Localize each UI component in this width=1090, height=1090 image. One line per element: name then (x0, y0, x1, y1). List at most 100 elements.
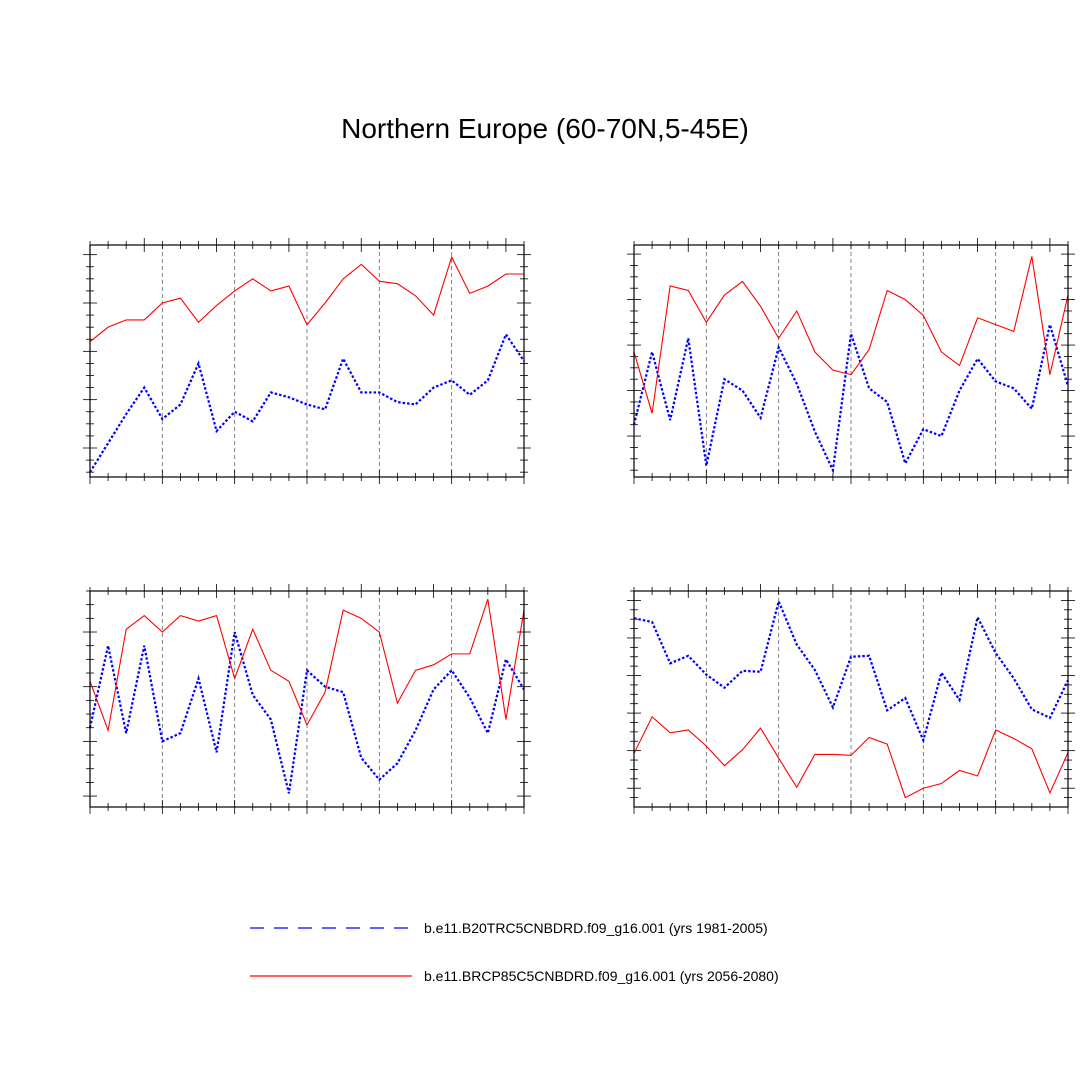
data-point-prec-future-16 (922, 314, 924, 316)
data-point-prec-hist-10 (814, 430, 816, 432)
data-point-tsa-hist-1 (107, 442, 109, 444)
data-point-snowdp-future-13 (868, 736, 870, 738)
data-point-tsa-hist-21 (469, 394, 471, 396)
data-point-tsa-future-16 (378, 280, 380, 282)
data-point-snowdp-future-14 (886, 743, 888, 745)
data-point-tsa-hist-12 (306, 403, 308, 405)
data-point-tsa-hist-3 (143, 386, 145, 388)
series-line-tsa-hist (89, 332, 525, 473)
data-point-runoff-hist-14 (342, 691, 344, 693)
data-point-prec-hist-8 (777, 346, 779, 348)
data-point-prec-future-19 (976, 317, 978, 319)
data-point-prec-hist-22 (1031, 408, 1033, 410)
panel-prec (627, 238, 1075, 484)
data-point-runoff-future-2 (125, 628, 127, 630)
panels (83, 238, 1075, 814)
data-point-snowdp-future-9 (796, 786, 798, 788)
data-point-prec-hist-21 (1013, 387, 1015, 389)
data-point-runoff-hist-5 (179, 732, 181, 734)
data-point-tsa-hist-4 (161, 418, 163, 420)
data-point-tsa-future-23 (505, 273, 507, 275)
data-point-tsa-hist-5 (179, 403, 181, 405)
data-point-tsa-future-14 (342, 278, 344, 280)
data-point-runoff-future-15 (360, 617, 362, 619)
data-point-tsa-future-4 (161, 302, 163, 304)
data-point-snowdp-future-12 (850, 754, 852, 756)
data-point-prec-hist-23 (1049, 323, 1051, 325)
data-point-snowdp-future-10 (814, 753, 816, 755)
series-line-runoff-future (89, 599, 525, 733)
data-point-tsa-hist-19 (432, 386, 434, 388)
data-point-snowdp-future-8 (777, 757, 779, 759)
data-point-prec-hist-1 (651, 351, 653, 353)
data-point-runoff-hist-6 (197, 677, 199, 679)
data-point-runoff-hist-22 (487, 732, 489, 734)
data-point-prec-hist-14 (886, 401, 888, 403)
data-point-tsa-hist-6 (197, 362, 199, 364)
data-point-prec-hist-4 (705, 464, 707, 466)
data-point-prec-future-1 (651, 412, 653, 414)
data-point-tsa-hist-13 (324, 408, 326, 410)
data-point-snowdp-hist-14 (886, 709, 888, 711)
data-point-prec-hist-3 (687, 337, 689, 339)
data-point-prec-future-11 (832, 369, 834, 371)
series-line-snowdp-hist (633, 597, 1069, 744)
data-point-tsa-future-8 (233, 290, 235, 292)
data-point-runoff-future-11 (288, 680, 290, 682)
data-point-snowdp-hist-23 (1049, 717, 1051, 719)
data-point-snowdp-hist-15 (904, 697, 906, 699)
data-point-tsa-hist-10 (270, 391, 272, 393)
data-point-tsa-future-7 (215, 304, 217, 306)
data-point-snowdp-hist-1 (651, 621, 653, 623)
data-point-runoff-hist-12 (306, 669, 308, 671)
data-point-prec-hist-19 (976, 358, 978, 360)
data-point-runoff-future-5 (179, 614, 181, 616)
data-point-tsa-hist-22 (487, 379, 489, 381)
data-point-snowdp-future-11 (832, 753, 834, 755)
data-point-snowdp-hist-22 (1031, 708, 1033, 710)
data-point-snowdp-future-15 (904, 796, 906, 798)
plot-frame-prec (633, 244, 1069, 478)
data-point-tsa-hist-23 (505, 333, 507, 335)
panel-snowdp (627, 584, 1075, 814)
data-point-runoff-future-6 (197, 620, 199, 622)
data-point-snowdp-hist-5 (723, 687, 725, 689)
data-point-tsa-future-17 (396, 282, 398, 284)
panel-runoff (83, 584, 531, 814)
data-point-runoff-hist-23 (505, 658, 507, 660)
data-point-snowdp-hist-19 (976, 616, 978, 618)
series-line-tsa-future (89, 255, 524, 343)
data-point-runoff-future-12 (306, 724, 308, 726)
data-point-runoff-future-7 (215, 614, 217, 616)
data-point-runoff-hist-21 (469, 696, 471, 698)
data-point-prec-future-14 (886, 289, 888, 291)
data-point-prec-hist-11 (832, 469, 834, 471)
data-point-snowdp-future-17 (940, 782, 942, 784)
data-point-prec-hist-5 (723, 378, 725, 380)
data-point-runoff-future-9 (252, 628, 254, 630)
data-point-tsa-future-22 (487, 285, 489, 287)
data-point-snowdp-future-4 (705, 745, 707, 747)
data-point-prec-future-6 (741, 280, 743, 282)
data-point-snowdp-future-23 (1049, 792, 1051, 794)
data-point-runoff-hist-19 (432, 688, 434, 690)
series-line-prec-hist (632, 324, 1070, 475)
data-point-snowdp-hist-13 (868, 655, 870, 657)
data-point-prec-hist-17 (940, 435, 942, 437)
data-point-runoff-future-22 (487, 598, 489, 600)
data-point-runoff-hist-8 (233, 631, 235, 633)
data-point-tsa-hist-2 (125, 413, 127, 415)
data-point-tsa-future-9 (252, 278, 254, 280)
data-point-runoff-future-17 (396, 702, 398, 704)
data-point-runoff-hist-7 (215, 751, 217, 753)
data-point-runoff-future-18 (414, 669, 416, 671)
data-point-tsa-hist-15 (360, 391, 362, 393)
data-point-prec-future-21 (1013, 330, 1015, 332)
data-point-prec-future-15 (904, 298, 906, 300)
data-point-snowdp-hist-16 (922, 739, 924, 741)
data-point-tsa-future-15 (360, 263, 362, 265)
series-line-snowdp-future (633, 715, 1069, 799)
data-point-prec-future-7 (759, 305, 761, 307)
data-point-prec-future-10 (814, 351, 816, 353)
data-point-runoff-hist-2 (125, 732, 127, 734)
